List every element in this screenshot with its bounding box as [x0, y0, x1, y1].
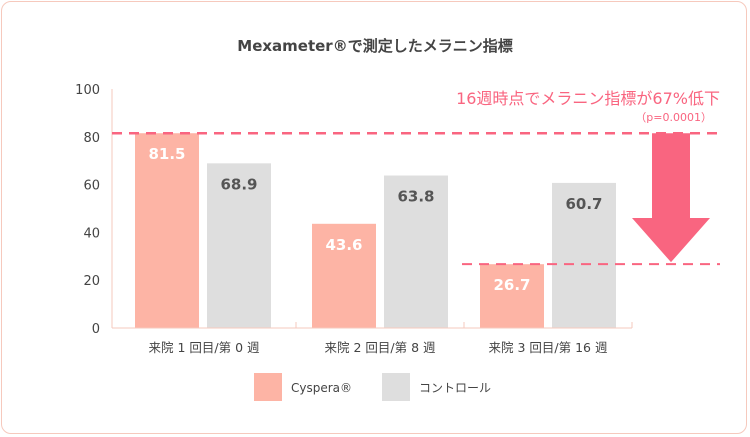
bar-value-label: 43.6 [325, 236, 362, 254]
bar-cyspera [480, 264, 544, 328]
bar-value-label: 81.5 [148, 145, 185, 163]
legend-label-cyspera: Cyspera® [291, 381, 352, 395]
x-tick-label: 来院 1 回目/第 0 週 [148, 340, 260, 355]
legend-swatch-cyspera [254, 373, 282, 401]
down-arrow-icon [632, 133, 710, 263]
chart-title: Mexameter®で測定したメラニン指標 [237, 37, 512, 55]
annotation-subtext: （p=0.0001） [635, 111, 712, 124]
bar-control [207, 163, 271, 328]
legend-swatch-control [382, 373, 410, 401]
y-tick-label: 40 [83, 226, 100, 241]
bar-value-label: 26.7 [493, 276, 530, 294]
bar-cyspera [135, 133, 199, 328]
x-tick-label: 来院 2 回目/第 8 週 [324, 340, 436, 355]
bar-value-label: 63.8 [397, 188, 434, 206]
bar-value-label: 68.9 [220, 175, 257, 193]
bar-control [384, 175, 448, 328]
bar-cyspera [312, 223, 376, 328]
annotation-text: 16週時点でメラニン指標が67%低下 [456, 89, 720, 108]
y-tick-label: 60 [83, 179, 100, 194]
y-tick-label: 20 [83, 274, 100, 289]
legend-label-control: コントロール [419, 381, 491, 395]
bar-value-label: 60.7 [565, 195, 602, 213]
bar-control [552, 182, 616, 328]
x-tick-label: 来院 3 回目/第 16 週 [489, 340, 608, 355]
y-tick-label: 80 [83, 131, 100, 146]
y-tick-label: 100 [75, 83, 100, 98]
y-tick-label: 0 [92, 322, 100, 337]
